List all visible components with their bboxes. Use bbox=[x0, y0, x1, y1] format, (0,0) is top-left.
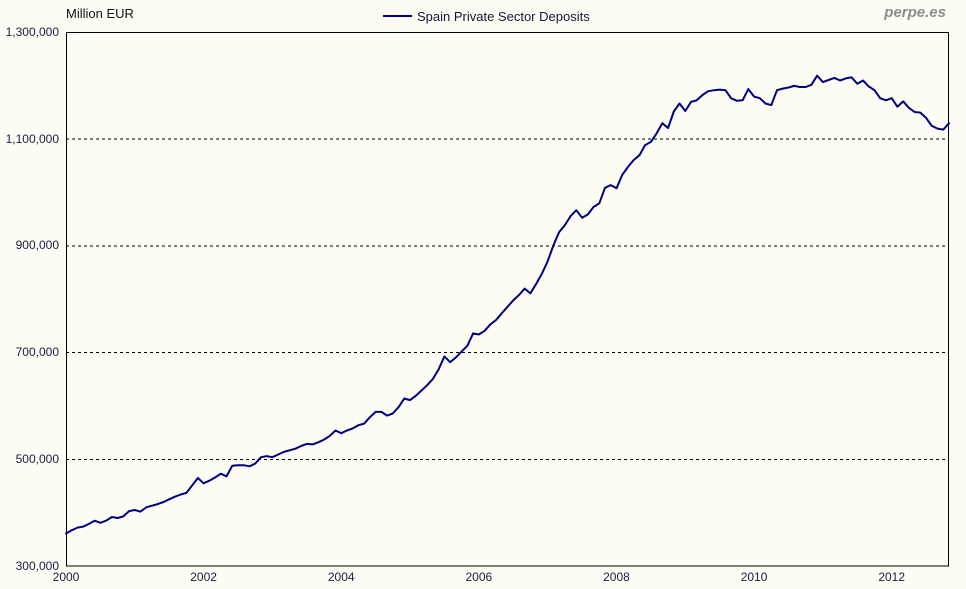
plot-border bbox=[66, 32, 949, 567]
y-axis-tick-label: 500,000 bbox=[15, 451, 59, 466]
watermark: perpe.es bbox=[884, 4, 946, 21]
legend: Spain Private Sector Deposits bbox=[383, 7, 590, 25]
x-axis-tick-label: 2004 bbox=[327, 570, 355, 584]
x-axis-tick-label: 2012 bbox=[878, 570, 906, 584]
y-axis-unit-label: Million EUR bbox=[66, 6, 134, 21]
y-axis-tick-label: 1,100,000 bbox=[5, 131, 59, 146]
x-axis-tick-label: 2008 bbox=[603, 570, 630, 584]
data-series-line bbox=[65, 74, 950, 535]
y-axis-tick-label: 300,000 bbox=[15, 558, 59, 573]
y-axis-tick-label: 700,000 bbox=[15, 345, 59, 360]
x-axis-tick-label: 2000 bbox=[52, 570, 80, 584]
y-axis-tick-label: 1,300,000 bbox=[5, 25, 59, 39]
x-axis-tick-label: 2006 bbox=[465, 570, 493, 584]
legend-label: Spain Private Sector Deposits bbox=[417, 8, 590, 24]
x-axis-tick-label: 2010 bbox=[740, 570, 768, 584]
y-axis-tick-label: 900,000 bbox=[15, 238, 59, 253]
x-axis-tick-label: 2002 bbox=[190, 570, 217, 584]
legend-line-swatch bbox=[383, 15, 412, 17]
